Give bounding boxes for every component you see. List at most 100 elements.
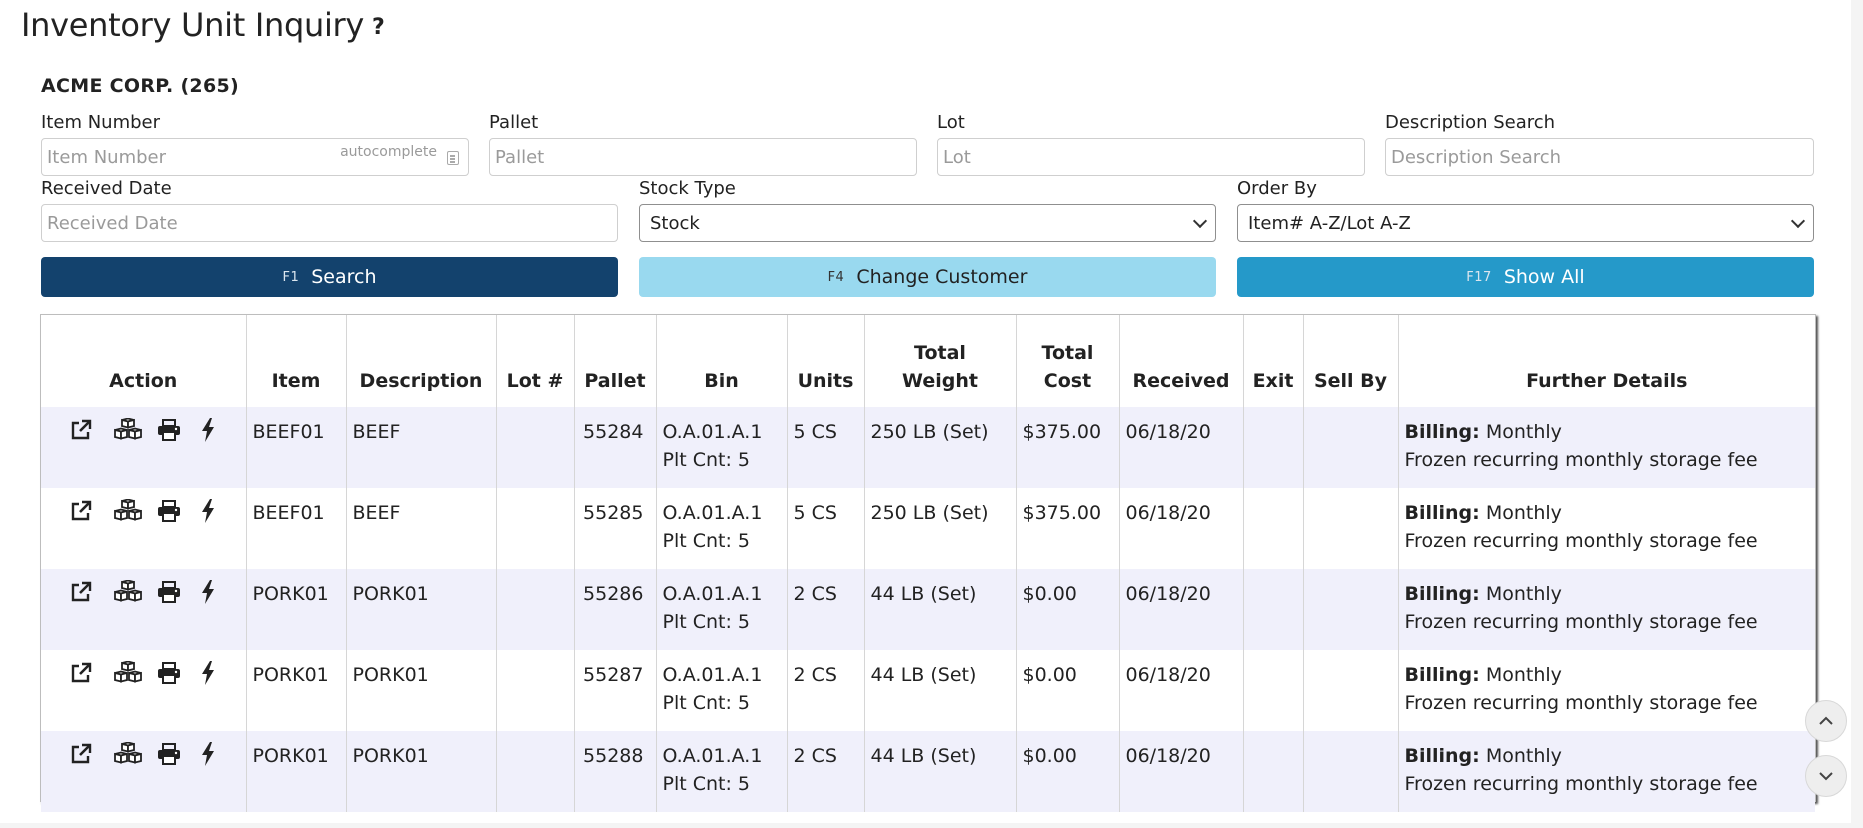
boxes-icon[interactable] bbox=[113, 740, 157, 768]
description-cell: PORK01 bbox=[346, 569, 497, 650]
external-link-icon[interactable] bbox=[69, 659, 113, 687]
description-cell: PORK01 bbox=[346, 731, 497, 812]
item-number-input[interactable] bbox=[41, 138, 469, 176]
sell-by-cell bbox=[1303, 650, 1399, 731]
pallet-cell: 55285 bbox=[574, 488, 657, 569]
order-by-value: Item# A-Z/Lot A-Z bbox=[1248, 212, 1411, 234]
bin-value: O.A.01.A.1 bbox=[662, 421, 763, 443]
row-actions bbox=[47, 497, 246, 525]
customer-name: ACME CORP. (265) bbox=[41, 75, 239, 97]
further-details-cell: Billing: Monthly Frozen recurring monthl… bbox=[1398, 407, 1815, 488]
billing-line: Billing: Monthly bbox=[1405, 499, 1816, 527]
print-icon[interactable] bbox=[157, 578, 201, 606]
print-icon[interactable] bbox=[157, 659, 201, 687]
bolt-icon[interactable] bbox=[201, 416, 245, 444]
scroll-down-button[interactable] bbox=[1805, 755, 1847, 797]
bin-cell: O.A.01.A.1 Plt Cnt: 5 bbox=[656, 407, 788, 488]
boxes-icon[interactable] bbox=[113, 497, 157, 525]
print-icon[interactable] bbox=[157, 416, 201, 444]
description-cell: PORK01 bbox=[346, 650, 497, 731]
exit-cell bbox=[1243, 731, 1304, 812]
header-lot[interactable]: Lot # bbox=[496, 315, 575, 407]
row-actions bbox=[47, 416, 246, 444]
external-link-icon[interactable] bbox=[69, 740, 113, 768]
received-date-field-group: Received Date bbox=[41, 178, 618, 242]
exit-cell bbox=[1243, 650, 1304, 731]
pallet-input[interactable] bbox=[489, 138, 917, 176]
item-cell: BEEF01 bbox=[246, 488, 347, 569]
detail-line: Frozen recurring monthly storage fee bbox=[1404, 611, 1758, 633]
cost-cell: $0.00 bbox=[1016, 650, 1120, 731]
received-cell: 06/18/20 bbox=[1119, 407, 1244, 488]
lot-cell bbox=[496, 650, 575, 731]
header-sell-by[interactable]: Sell By bbox=[1303, 315, 1399, 407]
scroll-up-button[interactable] bbox=[1805, 700, 1847, 742]
inventory-table: Action Item Description Lot # Pallet Bin… bbox=[41, 315, 1815, 812]
boxes-icon[interactable] bbox=[113, 416, 157, 444]
item-cell: BEEF01 bbox=[246, 407, 347, 488]
header-description[interactable]: Description bbox=[346, 315, 497, 407]
header-exit[interactable]: Exit bbox=[1243, 315, 1304, 407]
bolt-icon[interactable] bbox=[201, 578, 245, 606]
billing-value: Monthly bbox=[1485, 421, 1562, 443]
external-link-icon[interactable] bbox=[69, 497, 113, 525]
lot-label: Lot bbox=[937, 112, 965, 133]
received-date-input[interactable] bbox=[41, 204, 618, 242]
header-total-weight-line1: Total bbox=[914, 342, 966, 364]
help-icon[interactable]: ? bbox=[372, 15, 385, 40]
show-all-button-key: F17 bbox=[1466, 269, 1492, 285]
bolt-icon[interactable] bbox=[201, 659, 245, 687]
show-all-button[interactable]: F17 Show All bbox=[1237, 257, 1814, 297]
print-icon[interactable] bbox=[157, 740, 201, 768]
billing-value: Monthly bbox=[1485, 664, 1562, 686]
header-total-cost[interactable]: Total Cost bbox=[1016, 315, 1120, 407]
search-button[interactable]: F1 Search bbox=[41, 257, 618, 297]
bin-value: O.A.01.A.1 bbox=[662, 664, 763, 686]
table-header-row: Action Item Description Lot # Pallet Bin… bbox=[41, 315, 1815, 407]
detail-line: Frozen recurring monthly storage fee bbox=[1404, 449, 1758, 471]
cost-cell: $375.00 bbox=[1016, 407, 1120, 488]
item-number-field-group: Item Number autocomplete bbox=[41, 112, 469, 176]
cost-cell: $375.00 bbox=[1016, 488, 1120, 569]
sell-by-cell bbox=[1303, 488, 1399, 569]
lot-input[interactable] bbox=[937, 138, 1365, 176]
external-link-icon[interactable] bbox=[69, 578, 113, 606]
header-total-weight[interactable]: Total Weight bbox=[864, 315, 1017, 407]
received-cell: 06/18/20 bbox=[1119, 650, 1244, 731]
billing-line: Billing: Monthly bbox=[1405, 742, 1816, 770]
pallet-label: Pallet bbox=[489, 112, 539, 133]
header-item[interactable]: Item bbox=[246, 315, 347, 407]
billing-label: Billing: bbox=[1404, 421, 1480, 443]
header-units[interactable]: Units bbox=[787, 315, 865, 407]
print-icon[interactable] bbox=[157, 497, 201, 525]
cost-cell: $0.00 bbox=[1016, 731, 1120, 812]
stock-type-label: Stock Type bbox=[639, 178, 736, 199]
billing-line: Billing: Monthly bbox=[1405, 418, 1816, 446]
header-pallet[interactable]: Pallet bbox=[574, 315, 657, 407]
stock-type-select[interactable]: Stock bbox=[639, 204, 1216, 242]
external-link-icon[interactable] bbox=[69, 416, 113, 444]
exit-cell bbox=[1243, 488, 1304, 569]
table-row: BEEF01 BEEF 55285 O.A.01.A.1 Plt Cnt: 5 … bbox=[41, 488, 1815, 569]
page-title: Inventory Unit Inquiry? bbox=[21, 6, 385, 44]
bolt-icon[interactable] bbox=[201, 740, 245, 768]
boxes-icon[interactable] bbox=[113, 659, 157, 687]
lot-cell bbox=[496, 407, 575, 488]
header-bin[interactable]: Bin bbox=[656, 315, 788, 407]
change-customer-button[interactable]: F4 Change Customer bbox=[639, 257, 1216, 297]
description-search-input[interactable] bbox=[1385, 138, 1814, 176]
bolt-icon[interactable] bbox=[201, 497, 245, 525]
order-by-select[interactable]: Item# A-Z/Lot A-Z bbox=[1237, 204, 1814, 242]
bin-value: O.A.01.A.1 bbox=[662, 502, 763, 524]
further-details-cell: Billing: Monthly Frozen recurring monthl… bbox=[1398, 569, 1815, 650]
list-icon bbox=[447, 151, 459, 165]
chevron-down-icon bbox=[1819, 772, 1833, 781]
header-received[interactable]: Received bbox=[1119, 315, 1244, 407]
bin-value: O.A.01.A.1 bbox=[662, 745, 763, 767]
header-total-cost-line2: Cost bbox=[1043, 370, 1092, 392]
order-by-label: Order By bbox=[1237, 178, 1317, 199]
boxes-icon[interactable] bbox=[113, 578, 157, 606]
pallet-cell: 55287 bbox=[574, 650, 657, 731]
lot-cell bbox=[496, 488, 575, 569]
bin-value: O.A.01.A.1 bbox=[662, 583, 763, 605]
